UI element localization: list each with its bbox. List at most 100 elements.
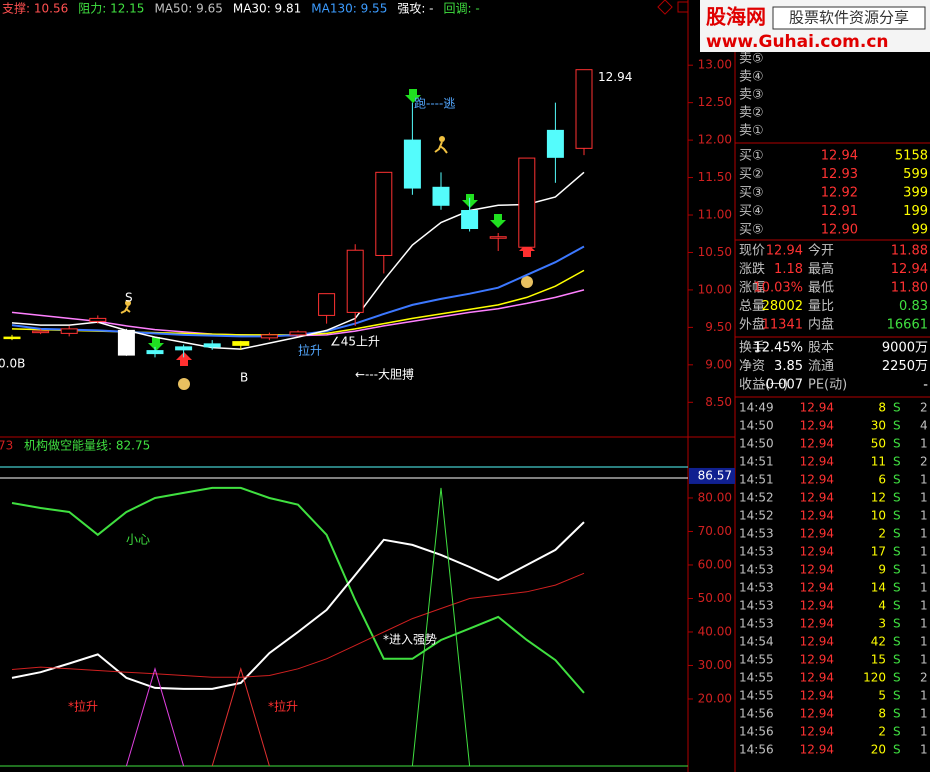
trade-time: 14:55 xyxy=(739,689,774,703)
trade-volume: 30 xyxy=(871,419,886,433)
trade-volume: 15 xyxy=(871,653,886,667)
trade-volume: 14 xyxy=(871,581,886,595)
trade-price: 12.94 xyxy=(800,473,834,487)
trade-volume: 42 xyxy=(871,635,886,649)
bid-label: 买① xyxy=(739,149,764,164)
trade-count: 1 xyxy=(920,563,928,577)
header-item: 阻力: 12.15 xyxy=(78,2,144,16)
logo-name: 股海网 xyxy=(706,5,766,29)
trade-volume: 8 xyxy=(878,707,886,721)
trade-price: 12.94 xyxy=(800,455,834,469)
trade-volume: 4 xyxy=(878,599,886,613)
quote-value: 12.94 xyxy=(766,244,803,259)
trade-side: S xyxy=(893,563,901,577)
quote-label: 收益(一) xyxy=(739,378,788,393)
candle-body xyxy=(346,249,364,313)
indicator-annotation: *拉升 xyxy=(268,699,298,714)
trade-count: 1 xyxy=(920,437,928,451)
y-tick-label: 40.00 xyxy=(698,624,732,638)
trade-side: S xyxy=(893,545,901,559)
trade-time: 14:50 xyxy=(739,419,774,433)
indicator-line xyxy=(411,487,471,767)
money-bag xyxy=(178,378,190,390)
runner xyxy=(434,141,448,154)
logo-url: www.Guhai.com.cn xyxy=(706,32,889,52)
trade-count: 1 xyxy=(920,527,928,541)
trade-count: 1 xyxy=(920,617,928,631)
trade-count: 1 xyxy=(920,581,928,595)
indicator-title: 机构做空能量线: 82.75 xyxy=(24,438,150,453)
quote-value: -0.007 xyxy=(761,378,803,393)
bid-volume: 5158 xyxy=(895,149,928,164)
trade-side: S xyxy=(893,473,901,487)
candle-body xyxy=(375,171,393,256)
trade-volume: 8 xyxy=(878,401,886,415)
quote-value: 11.88 xyxy=(891,244,928,259)
trade-price: 12.94 xyxy=(800,527,834,541)
trade-side: S xyxy=(893,707,901,721)
bid-price: 12.93 xyxy=(821,167,858,182)
trade-side: S xyxy=(893,527,901,541)
trade-price: 12.94 xyxy=(800,401,834,415)
header-item: MA130: 9.55 xyxy=(311,2,387,16)
quote-label: PE(动) xyxy=(808,378,847,393)
indicator-line xyxy=(211,667,270,767)
money-bag xyxy=(521,276,533,288)
down-arrow xyxy=(405,89,421,103)
trade-price: 12.94 xyxy=(800,491,834,505)
trade-price: 12.94 xyxy=(800,581,834,595)
trade-price: 12.94 xyxy=(800,671,834,685)
ma-line xyxy=(11,171,585,350)
bid-volume: 399 xyxy=(903,186,928,201)
ask-label: 卖① xyxy=(739,124,764,139)
ask-label: 卖③ xyxy=(739,88,764,103)
candle-body xyxy=(318,293,336,316)
header-item: 回调: - xyxy=(444,2,480,16)
quote-label: 涨幅 xyxy=(739,281,765,296)
icon[interactable] xyxy=(657,0,673,15)
up-arrow xyxy=(176,352,192,366)
quote-value: 0.83 xyxy=(899,299,928,314)
candle-body xyxy=(146,350,164,355)
indicator-annotation: *拉升 xyxy=(68,699,98,714)
trade-count: 1 xyxy=(920,509,928,523)
trade-count: 1 xyxy=(920,743,928,757)
quote-value: 1.18 xyxy=(774,262,803,277)
trade-count: 1 xyxy=(920,491,928,505)
trade-volume: 6 xyxy=(878,473,886,487)
quote-label: 涨跌 xyxy=(739,261,765,277)
trade-time: 14:53 xyxy=(739,617,774,631)
candle-body xyxy=(60,328,78,334)
candle-body xyxy=(289,331,307,336)
ask-label: 卖② xyxy=(739,106,764,121)
bid-volume: 99 xyxy=(911,223,928,238)
icon[interactable] xyxy=(677,1,689,13)
trade-side: S xyxy=(893,509,901,523)
candle-body xyxy=(117,329,135,356)
trade-time: 14:51 xyxy=(739,473,774,487)
indicator-left-value: 73 xyxy=(0,439,13,453)
quote-label: 流通 xyxy=(808,359,834,374)
last-price-label: 12.94 xyxy=(598,70,632,84)
header-item: 支撑: 10.56 xyxy=(2,1,68,16)
quote-value: 2250万 xyxy=(882,359,928,374)
chart-annotation: ←---大胆搏 xyxy=(355,368,414,382)
trade-time: 14:53 xyxy=(739,527,774,541)
quote-label: 内盘 xyxy=(808,317,834,333)
trade-time: 14:56 xyxy=(739,743,774,757)
trade-price: 12.94 xyxy=(800,617,834,631)
y-tick-label: 50.00 xyxy=(698,591,732,605)
trade-time: 14:56 xyxy=(739,725,774,739)
ask-label: 卖④ xyxy=(739,70,764,85)
bid-label: 买⑤ xyxy=(739,223,764,238)
trade-side: S xyxy=(893,599,901,613)
quote-value: 16661 xyxy=(887,318,928,333)
trade-time: 14:54 xyxy=(739,635,774,649)
indicator-line xyxy=(11,521,585,690)
candle-body xyxy=(546,129,564,158)
trade-side: S xyxy=(893,617,901,631)
trade-count: 1 xyxy=(920,545,928,559)
trade-count: 1 xyxy=(920,473,928,487)
trade-time: 14:56 xyxy=(739,707,774,721)
trade-side: S xyxy=(893,671,901,685)
